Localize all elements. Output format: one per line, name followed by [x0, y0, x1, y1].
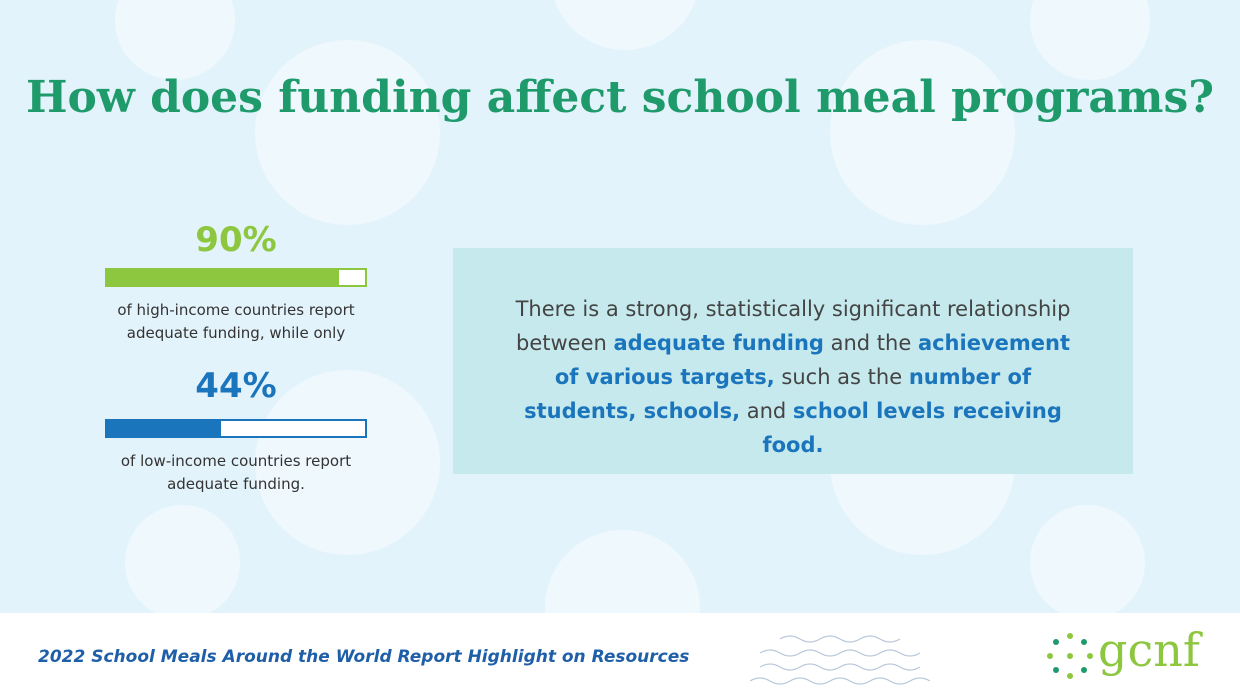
body-text: There is a strong, statistically signifi… — [515, 297, 1071, 355]
callout-box: There is a strong, statistically signifi… — [453, 248, 1133, 474]
decor-circle — [1030, 0, 1150, 80]
decor-circle — [830, 40, 1015, 225]
title: How does funding affect school meal prog… — [25, 72, 1215, 123]
stat-value: 90% — [195, 220, 277, 260]
footer: 2022 School Meals Around the World Repor… — [0, 613, 1240, 698]
emphasis-text: number of students, schools, — [524, 365, 1032, 423]
decor-circle — [550, 0, 700, 50]
progress-fill — [107, 270, 340, 285]
stat-caption: adequate funding. — [167, 475, 305, 493]
callout-text: There is a strong, statistically signifi… — [513, 292, 1073, 462]
stat-value: 44% — [195, 366, 277, 406]
body-text: and the — [823, 331, 918, 355]
emphasis-text: school levels receiving food. — [762, 399, 1062, 457]
decor-circle — [255, 370, 440, 555]
decor-circle — [125, 505, 240, 620]
decor-circle — [115, 0, 235, 80]
progress-fill — [107, 421, 221, 436]
decor-circle — [255, 40, 440, 225]
emphasis-text: adequate funding — [613, 331, 824, 355]
logo-dots — [1047, 633, 1093, 679]
body-text: such as the — [774, 365, 909, 389]
decor-circle — [1030, 505, 1145, 620]
logo: gcnf — [1098, 623, 1200, 677]
footer-caption: 2022 School Meals Around the World Repor… — [38, 647, 690, 667]
stat-caption: of low-income countries report — [120, 452, 352, 470]
progress-track — [105, 268, 367, 287]
stat-caption: of high-income countries report — [117, 301, 355, 319]
progress-track — [105, 419, 367, 438]
body-text: and — [740, 399, 793, 423]
emphasis-text: achievement of various targets, — [554, 331, 1070, 389]
stat-caption: adequate funding, while only — [126, 324, 346, 342]
wave-decor — [750, 635, 931, 685]
